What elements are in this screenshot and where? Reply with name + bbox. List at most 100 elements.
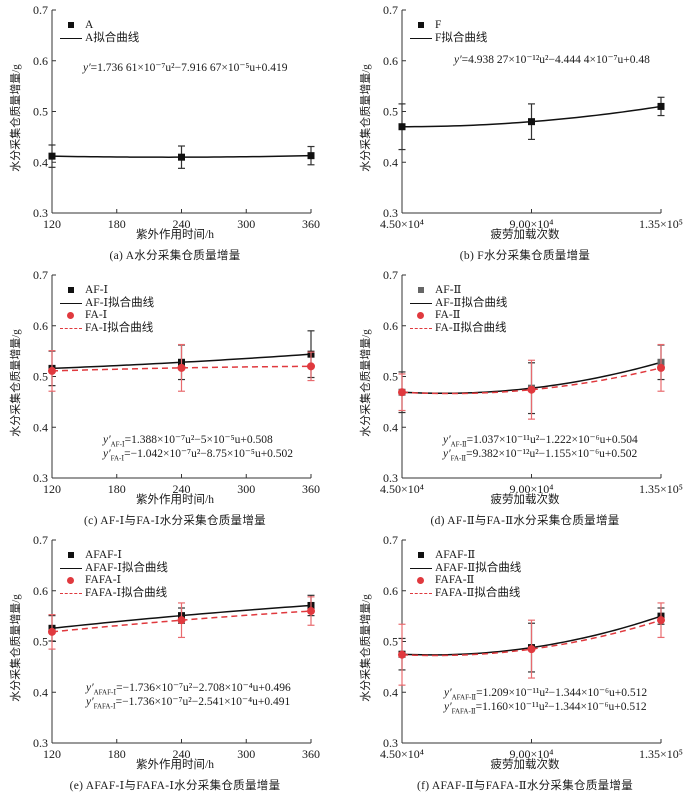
panel-caption: (b) F水分采集仓质量增量	[459, 250, 591, 262]
y-tick-label: 0.6	[383, 319, 398, 333]
data-point-circle	[48, 366, 56, 375]
x-tick-label: 1.35×10⁵	[639, 217, 683, 231]
x-tick-label: 120	[43, 217, 61, 231]
legend-item: FA-Ⅰ	[60, 309, 154, 322]
data-point-circle	[398, 650, 406, 659]
panel-b: 0.3 0.4 0.5 0.6 0.7 4.50×10⁴ 9.00×10⁴ 1.35×10⁵ …	[350, 0, 700, 265]
y-tick-label: 0.3	[383, 206, 398, 220]
y-tick-label: 0.7	[383, 533, 398, 547]
chart-e-svg: 0.3 0.4 0.5 0.6 0.7 120 180 240 300 360	[33, 533, 320, 761]
legend-label: FAFA-Ⅱ拟合曲线	[435, 586, 521, 599]
panel-caption: (c) AF-Ⅰ与FA-Ⅰ水分采集仓质量增量	[84, 515, 266, 527]
fit-equation: y′AF-Ⅰ=1.388×10⁻⁷u²−5×10⁻⁵u+0.508	[103, 434, 273, 449]
y-axis-label: 水分采集仓质量增量/g	[360, 64, 372, 172]
x-tick-label: 9.00×10⁴	[510, 747, 554, 761]
data-point-circle	[657, 363, 665, 372]
legend-item: FAFA-Ⅰ	[60, 574, 168, 587]
data-point-circle	[527, 385, 536, 394]
y-tick-label: 0.3	[33, 206, 48, 220]
legend-item: AF-Ⅰ拟合曲线	[60, 297, 154, 310]
y-tick-label: 0.7	[33, 533, 48, 547]
legend-label: AF-Ⅰ	[85, 284, 109, 296]
y-axis-label: 水分采集仓质量增量/g	[10, 64, 22, 172]
square-marker-icon	[410, 19, 432, 31]
circle-marker-icon	[410, 574, 432, 586]
solid-line-icon	[60, 32, 82, 44]
x-tick-label: 4.50×10⁴	[380, 217, 424, 231]
legend-item: A拟合曲线	[60, 32, 139, 45]
dashed-line-icon	[60, 322, 82, 334]
legend-label: AFAF-Ⅱ拟合曲线	[435, 561, 522, 574]
legend-label: FA-Ⅰ	[85, 309, 108, 321]
y-tick-label: 0.5	[33, 105, 48, 119]
legend-item: AFAF-Ⅱ拟合曲线	[410, 562, 521, 575]
solid-line-icon	[60, 297, 82, 309]
x-tick-label: 180	[108, 217, 126, 231]
y-tick-label: 0.7	[383, 3, 398, 17]
legend: AF-Ⅰ AF-Ⅰ拟合曲线 FA-Ⅰ FA-Ⅰ拟合曲线	[60, 284, 154, 334]
x-tick-label: 360	[302, 217, 320, 231]
legend-label: FA-Ⅱ	[435, 309, 461, 321]
solid-line-icon	[410, 32, 432, 44]
x-tick-label: 180	[108, 482, 126, 496]
legend-label: FAFA-Ⅱ	[435, 574, 475, 586]
chart-f-svg: 0.3 0.4 0.5 0.6 0.7 4.50×10⁴ 9.00×10⁴ 1.35×10⁵	[380, 533, 683, 761]
legend-item: A	[60, 19, 139, 32]
solid-line-icon	[410, 297, 432, 309]
y-tick-label: 0.3	[33, 471, 48, 485]
fit-equation: y′FA-Ⅰ=−1.042×10⁻⁷u²−8.75×10⁻⁵u+0.502	[103, 448, 294, 463]
panel-a: 0.3 0.4 0.5 0.6 0.7 120 180 240 300 360 水分采集仓质量增量…	[0, 0, 350, 265]
y-tick-label: 0.4	[33, 420, 48, 434]
legend-item: F拟合曲线	[410, 32, 487, 45]
x-tick-label: 360	[302, 482, 320, 496]
y-tick-label: 0.3	[383, 471, 398, 485]
data-point-circle	[307, 607, 315, 616]
y-tick-label: 0.4	[383, 420, 398, 434]
legend-item: AF-Ⅱ	[410, 284, 507, 297]
legend-item: AFAF-Ⅰ	[60, 549, 168, 562]
y-tick-label: 0.4	[383, 685, 398, 699]
fit-curve	[401, 619, 662, 657]
data-point-circle	[527, 645, 536, 654]
data-point-circle	[48, 627, 56, 636]
legend-item: F	[410, 19, 487, 32]
legend-label: FAFA-Ⅰ	[85, 574, 122, 586]
dashed-line-icon	[60, 587, 82, 599]
y-tick-label: 0.5	[33, 635, 48, 649]
x-tick-label: 240	[173, 482, 191, 496]
y-tick-label: 0.7	[33, 3, 48, 17]
circle-marker-icon	[410, 309, 432, 321]
data-point-square	[528, 118, 535, 126]
square-marker-icon	[410, 549, 432, 561]
x-tick-label: 300	[237, 747, 255, 761]
legend-item: AFAF-Ⅰ拟合曲线	[60, 562, 168, 575]
x-tick-label: 9.00×10⁴	[510, 482, 554, 496]
data-point-square	[398, 123, 406, 131]
panel-caption: (e) AFAF-Ⅰ与FAFA-Ⅰ水分采集仓质量增量	[69, 780, 281, 792]
legend-label: F拟合曲线	[435, 31, 488, 44]
legend-label: FAFA-Ⅰ拟合曲线	[85, 586, 168, 599]
square-marker-icon	[60, 19, 82, 31]
legend: F F拟合曲线	[410, 19, 487, 44]
y-tick-label: 0.6	[33, 584, 48, 598]
y-tick-label: 0.6	[383, 54, 398, 68]
legend-label: F	[435, 19, 442, 31]
panel-caption: (a) A水分采集仓质量增量	[109, 250, 241, 262]
y-tick-label: 0.6	[383, 584, 398, 598]
x-axis-label: 疲劳加载次数	[490, 494, 560, 506]
fit-equation: y′FA-Ⅱ=9.382×10⁻¹²u²−1.155×10⁻⁶u+0.502	[443, 448, 638, 463]
y-tick-label: 0.4	[383, 155, 398, 169]
legend: AFAF-Ⅰ AFAF-Ⅰ拟合曲线 FAFA-Ⅰ FAFA-Ⅰ拟合曲线	[60, 549, 168, 599]
legend-item: FAFA-Ⅰ拟合曲线	[60, 587, 168, 600]
y-axis-label: 水分采集仓质量增量/g	[360, 329, 372, 437]
data-point-circle	[177, 363, 186, 372]
x-tick-label: 4.50×10⁴	[380, 747, 424, 761]
legend-item: FAFA-Ⅱ拟合曲线	[410, 587, 521, 600]
legend: AF-Ⅱ AF-Ⅱ拟合曲线 FA-Ⅱ FA-Ⅱ拟合曲线	[410, 284, 507, 334]
legend-label: A	[85, 19, 94, 31]
y-tick-label: 0.7	[33, 268, 48, 282]
y-tick-label: 0.3	[383, 736, 398, 750]
data-point-circle	[398, 388, 406, 397]
legend-item: FAFA-Ⅱ	[410, 574, 521, 587]
legend-label: AFAF-Ⅰ	[85, 549, 122, 561]
